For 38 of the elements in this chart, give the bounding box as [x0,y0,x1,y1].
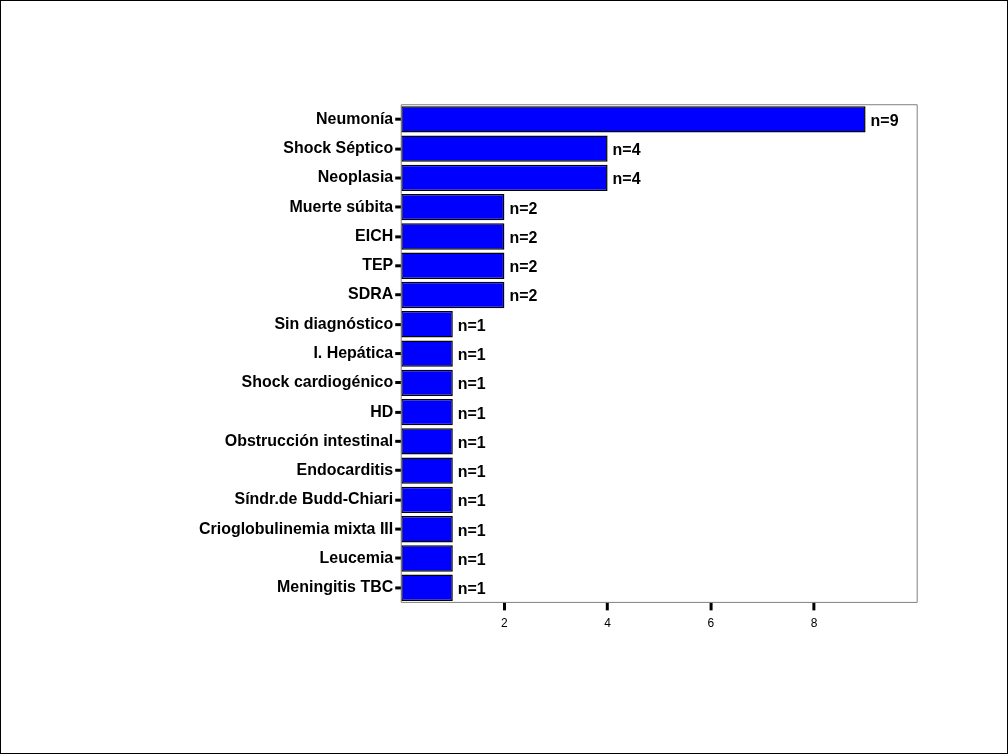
data-label: n=1 [457,316,486,334]
y-tick-label: HD [370,402,394,420]
y-tick-label: Leucemia [319,548,394,566]
data-label: n=4 [612,170,641,188]
y-tick-label: Obstrucción intestinal [224,431,394,449]
y-tick-label: TEP [362,256,394,274]
data-label: n=9 [870,111,899,129]
y-tick-label: Muerte súbita [289,197,394,215]
y-tick-label: Endocarditis [296,461,394,479]
y-tick-label: Crioglobulinemia mixta III [199,519,394,537]
data-label: n=1 [457,345,486,363]
y-tick-label: Sin diagnóstico [274,314,394,332]
y-tick-label: I. Hepática [313,343,394,361]
x-tick-label: 4 [604,615,612,630]
data-label: n=2 [509,258,538,276]
data-label: n=1 [457,463,486,481]
x-tick-label: 8 [810,615,818,630]
data-label: n=1 [457,404,486,422]
data-label: n=2 [509,199,538,217]
x-tick-label: 2 [501,615,509,630]
y-tick-label: Meningitis TBC [277,578,394,596]
data-label: n=1 [457,580,486,598]
y-tick-label: Shock cardiogénico [241,373,394,391]
data-label: n=2 [509,287,538,305]
y-tick-label: SDRA [347,285,394,303]
data-label: n=4 [612,141,641,159]
data-label: n=1 [457,492,486,510]
x-tick-label: 6 [707,615,715,630]
data-label: n=1 [457,433,486,451]
y-tick-label: Síndr.de Budd-Chiari [234,490,394,508]
data-label: n=2 [509,228,538,246]
data-label: n=1 [457,375,486,393]
y-tick-label: Neoplasia [317,168,394,186]
y-tick-label: Neumonía [316,109,394,127]
data-label: n=1 [457,550,486,568]
data-label: n=1 [457,521,486,539]
y-tick-label: Shock Séptico [283,139,394,157]
y-tick-label: EICH [355,226,394,244]
